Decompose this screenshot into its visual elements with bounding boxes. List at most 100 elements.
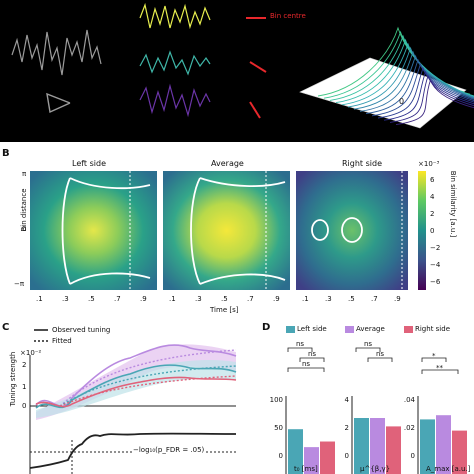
panel-a: 0 Bin centre	[0, 0, 474, 142]
panel-d-label: D	[262, 322, 271, 333]
fitted-average	[59, 349, 237, 407]
bin-centre-label: Bin centre	[270, 12, 306, 20]
bar-subplot-y-tick: 2	[344, 424, 349, 432]
bar-subplot-y-tick: .04	[403, 396, 415, 404]
colorbar-tick: 6	[430, 176, 435, 184]
x-tick: .9	[140, 295, 147, 303]
x-tick: .1	[169, 295, 176, 303]
bar-subplot-y-tick: 0	[278, 452, 283, 460]
surface-mesh-line	[371, 62, 474, 117]
legend-swatch-left	[286, 326, 295, 333]
y-tick-minus-pi: −π	[14, 280, 25, 288]
significance-trace	[29, 432, 237, 469]
significance-contour	[61, 177, 151, 285]
bin-marker	[249, 61, 267, 73]
colorbar-tick: −2	[430, 244, 441, 252]
fitted-right	[59, 375, 237, 407]
colorbar-tick: −6	[430, 278, 441, 286]
surface-mesh-line	[347, 46, 474, 108]
sig-label: ns	[302, 360, 311, 368]
bin-marker	[249, 101, 261, 119]
colorbar-tick: 0	[430, 227, 435, 235]
bar-subplot-y-tick: 4	[344, 396, 349, 404]
sig-bracket	[421, 369, 459, 374]
error-band-left	[36, 360, 236, 418]
x-tick: .3	[62, 295, 69, 303]
filtered-signal-yellow	[139, 2, 211, 30]
heatmap-title-right: Right side	[342, 159, 382, 168]
surface-mesh-line	[389, 74, 474, 123]
x-tick: .5	[348, 295, 355, 303]
panel-c-label: C	[2, 322, 10, 333]
sig-bracket	[421, 357, 447, 362]
panel-a-graphic: 0	[11, 2, 474, 129]
bar	[436, 415, 451, 474]
bar	[320, 441, 335, 474]
colorbar-exponent: ×10⁻³	[418, 160, 440, 168]
legend-swatch-right	[404, 326, 413, 333]
y-tick: 0	[22, 402, 27, 410]
x-tick: .7	[371, 295, 378, 303]
heatmap-title-average: Average	[211, 159, 244, 168]
x-tick: .9	[273, 295, 280, 303]
bar	[288, 429, 303, 474]
x-axis-label-time: Time [s]	[210, 306, 239, 314]
legend-swatch-average	[345, 326, 354, 333]
sig-bracket	[355, 347, 381, 352]
bar	[370, 418, 385, 474]
bar-subplot-y-tick: 100	[269, 396, 283, 404]
legend-observed-label: Observed tuning	[52, 326, 111, 334]
bar	[420, 419, 435, 474]
tuning-surface-mesh	[317, 26, 474, 126]
sig-label: *	[432, 352, 436, 360]
significance-contour	[341, 217, 363, 243]
sig-label: ns	[364, 340, 373, 348]
sig-label: ns	[296, 340, 305, 348]
sig-label: ns	[376, 350, 385, 358]
surface-mesh-line	[395, 78, 474, 126]
bar-subplot-x-label: μ^{β,γ}	[360, 465, 391, 473]
surface-mesh-line	[359, 54, 474, 112]
x-tick: .5	[88, 295, 95, 303]
bar-subplot-y-tick: .02	[403, 424, 415, 432]
legend-label-left: Left side	[297, 325, 327, 333]
bar-subplot-y-tick: 0	[344, 452, 349, 460]
surface-mesh-line	[383, 70, 474, 121]
surface-mesh-line	[365, 58, 474, 115]
sig-bracket	[367, 357, 393, 362]
bar-subplot-y-tick: 50	[274, 424, 283, 432]
y-tick-pi: π	[22, 170, 27, 178]
bar	[354, 418, 369, 474]
bar-subplot-x-label: A_max [a.u.]	[426, 465, 471, 473]
x-tick: .3	[325, 295, 332, 303]
colorbar-tick: 2	[430, 210, 435, 218]
raw-signal-trace	[11, 29, 102, 76]
triangle-marker-icon	[46, 92, 71, 114]
x-tick: .3	[195, 295, 202, 303]
filtered-signal-purple	[139, 83, 211, 118]
x-tick: .7	[114, 295, 121, 303]
panel-b-label: B	[2, 148, 10, 159]
colorbar	[418, 171, 426, 290]
colorbar-tick: −4	[430, 261, 441, 269]
filtered-signal-teal	[139, 50, 211, 76]
sig-label: **	[436, 364, 443, 372]
x-tick: .7	[247, 295, 254, 303]
fitted-left	[59, 365, 237, 407]
bar-subplot-y-tick: 0	[410, 452, 415, 460]
x-tick: .5	[221, 295, 228, 303]
sig-bracket	[287, 367, 325, 372]
legend-fitted-label: Fitted	[52, 337, 72, 345]
y-exponent: ×10⁻²	[20, 349, 42, 357]
surface-mesh-line	[353, 50, 474, 110]
x-tick: .1	[302, 295, 309, 303]
observed-tuning-right	[35, 376, 237, 408]
heatmap-title-left: Left side	[72, 159, 106, 168]
heatmap-left-side	[30, 171, 157, 290]
sig-bracket	[287, 347, 313, 352]
bar	[386, 426, 401, 474]
sig-bracket	[299, 357, 325, 362]
